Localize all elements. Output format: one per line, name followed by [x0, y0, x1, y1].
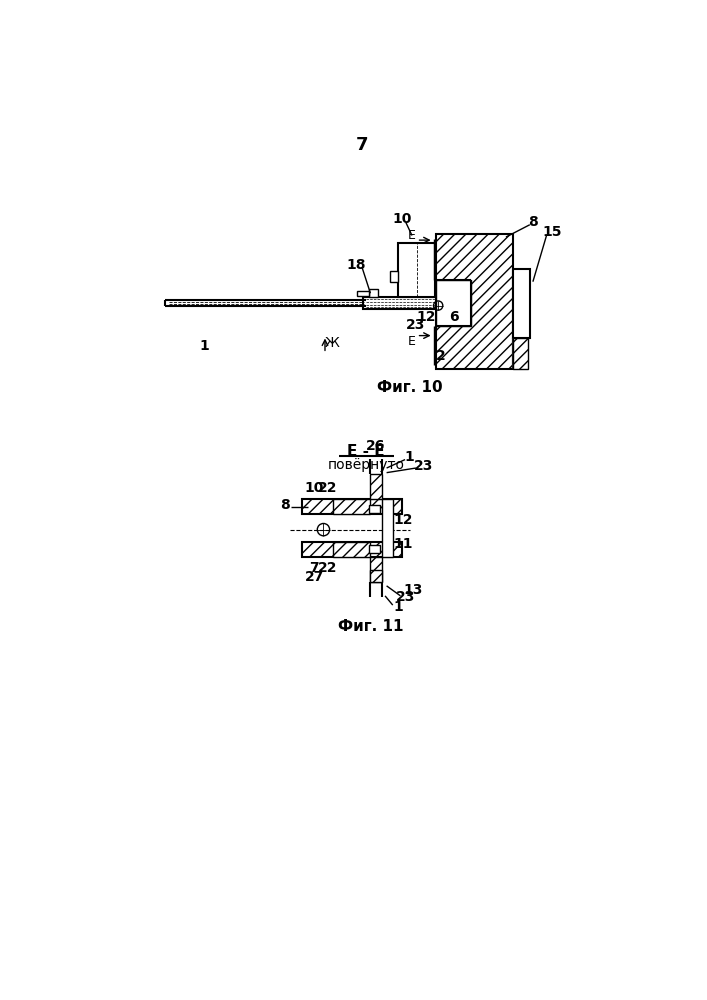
- Bar: [370, 557, 382, 582]
- Text: Фиг. 11: Фиг. 11: [339, 619, 404, 634]
- Text: 1: 1: [393, 600, 403, 614]
- Bar: [369, 505, 380, 513]
- Text: 23: 23: [414, 460, 433, 474]
- Bar: [390, 271, 398, 282]
- Bar: [436, 280, 471, 326]
- Bar: [513, 338, 528, 369]
- Text: 12: 12: [394, 513, 414, 527]
- Text: 7: 7: [310, 561, 319, 575]
- Bar: [513, 269, 530, 338]
- Text: 18: 18: [346, 258, 366, 272]
- Text: Е - Е: Е - Е: [347, 444, 385, 459]
- Text: Е: Е: [408, 229, 416, 242]
- Text: 1: 1: [199, 339, 209, 353]
- Bar: [369, 545, 380, 553]
- Text: 8: 8: [280, 498, 290, 512]
- Bar: [370, 474, 382, 499]
- Bar: [398, 243, 435, 297]
- Bar: [363, 297, 440, 309]
- Bar: [370, 570, 382, 582]
- Bar: [302, 542, 402, 557]
- Text: 7: 7: [356, 136, 368, 154]
- Text: 23: 23: [396, 590, 416, 604]
- Text: 26: 26: [366, 439, 385, 453]
- Bar: [436, 234, 513, 369]
- Text: 10: 10: [305, 481, 324, 495]
- Text: Фиг. 10: Фиг. 10: [377, 380, 443, 395]
- PathPatch shape: [513, 338, 528, 369]
- Text: 11: 11: [394, 536, 414, 550]
- Text: Е: Е: [408, 335, 416, 348]
- Text: 6: 6: [450, 310, 459, 324]
- Text: Ж: Ж: [325, 336, 340, 350]
- Text: 22: 22: [317, 481, 337, 495]
- Bar: [382, 499, 393, 557]
- Text: повёрнуто: повёрнуто: [327, 458, 404, 472]
- Text: 2: 2: [436, 349, 445, 363]
- Text: 15: 15: [542, 225, 562, 239]
- Bar: [333, 499, 370, 514]
- Text: 1: 1: [405, 450, 414, 464]
- Text: 8: 8: [528, 215, 538, 229]
- Bar: [356, 291, 369, 296]
- Bar: [333, 542, 370, 557]
- Bar: [302, 499, 402, 514]
- Text: 23: 23: [405, 318, 425, 332]
- Text: 10: 10: [392, 212, 411, 226]
- Text: 27: 27: [305, 570, 324, 584]
- Text: 12: 12: [417, 310, 436, 324]
- Bar: [369, 289, 378, 297]
- Text: 22: 22: [317, 561, 337, 575]
- Text: 13: 13: [404, 583, 423, 597]
